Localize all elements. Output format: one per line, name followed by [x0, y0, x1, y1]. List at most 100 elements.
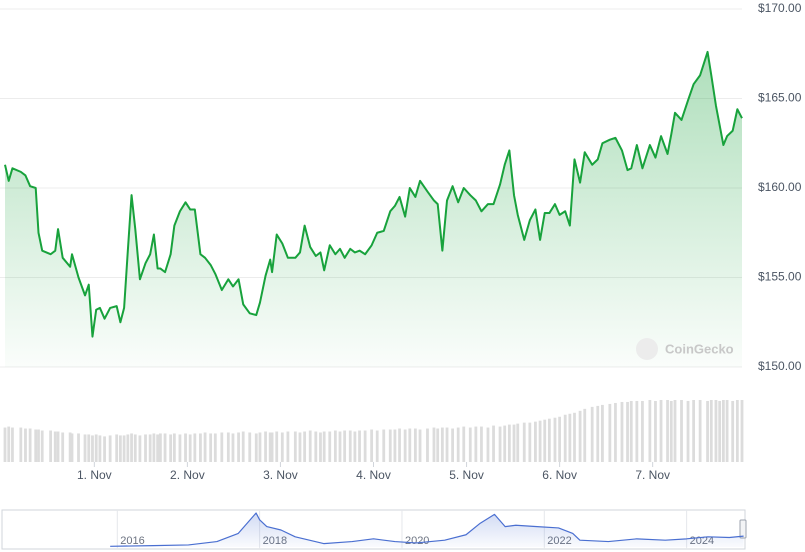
volume-bar [528, 422, 532, 462]
volume-bar [258, 432, 262, 462]
volume-bar [220, 432, 224, 462]
volume-bar [507, 424, 511, 462]
x-tick-label: 4. Nov [356, 468, 391, 482]
watermark-logo: CoinGecko [636, 338, 734, 360]
volume-bar [56, 431, 60, 462]
volume-bar [522, 422, 526, 462]
x-tick-label: 7. Nov [635, 468, 670, 482]
navigator-handle[interactable] [739, 519, 747, 539]
volume-bar [573, 412, 576, 462]
volume-bar [462, 426, 466, 462]
x-tick-label: 6. Nov [542, 468, 577, 482]
volume-bar [654, 400, 657, 462]
volume-bar [231, 433, 235, 462]
volume-bar [118, 435, 122, 462]
volume-bar [353, 431, 357, 462]
volume-bar [568, 413, 572, 462]
volume-bar [709, 400, 713, 462]
volume-bar [338, 431, 342, 462]
volume-bar [666, 400, 669, 462]
volume-bar [319, 432, 322, 462]
x-tick-label: 2016 [120, 535, 144, 547]
volume-bar [126, 434, 130, 462]
volume-bar [293, 431, 297, 462]
volume-bar [740, 400, 744, 462]
volume-bar [133, 434, 137, 462]
y-tick-label: $170.00 [758, 1, 802, 15]
y-tick-label: $160.00 [758, 180, 802, 194]
volume-bar [193, 433, 197, 462]
volume-bar [370, 429, 374, 462]
volume-bar [418, 429, 422, 462]
y-tick-label: $165.00 [758, 91, 802, 105]
volume-bar [148, 434, 152, 462]
volume-bar [11, 427, 14, 462]
volume-bar [413, 428, 417, 462]
volume-bar [363, 430, 367, 462]
volume-bar [34, 429, 38, 462]
volume-bar [49, 430, 52, 462]
x-tick-label: 3. Nov [263, 468, 298, 482]
volume-bar [213, 433, 217, 462]
volume-bar [512, 424, 516, 462]
volume-bar [203, 432, 207, 462]
volume-bar [547, 418, 551, 462]
volume-bar [163, 433, 167, 462]
volume-bar [188, 434, 192, 462]
volume-bar [558, 416, 562, 462]
volume-bar [61, 432, 65, 462]
volume-bar [673, 400, 677, 462]
volume-bar [648, 400, 652, 462]
volume-bar [130, 433, 133, 462]
volume-bar [706, 400, 709, 462]
volume-bar [298, 432, 302, 462]
volume-bar [322, 431, 326, 462]
area [5, 51, 742, 368]
price-line [110, 512, 744, 547]
volume-bar [680, 400, 683, 462]
volume-bar [538, 420, 542, 462]
volume-bar [601, 404, 604, 462]
volume-bar [629, 400, 633, 462]
volume-bar [440, 427, 444, 462]
volume-bar [590, 406, 594, 462]
volume-bar [735, 400, 739, 462]
volume-bar [237, 432, 240, 462]
volume-bar [669, 400, 673, 462]
volume-bar [178, 434, 182, 462]
volume-bar [436, 428, 440, 462]
volume-bar [37, 429, 40, 462]
volume-bar [578, 410, 582, 462]
volume-bar [53, 431, 57, 462]
volume-bar [626, 401, 629, 462]
volume-bar [686, 400, 690, 462]
volume-bar [348, 430, 352, 462]
volume-bar [393, 429, 397, 462]
volume-bar [480, 426, 483, 462]
volume-bar [138, 435, 142, 462]
volume-bar [456, 427, 460, 462]
y-tick-label: $150.00 [758, 359, 802, 373]
x-tick-label: 1. Nov [77, 468, 112, 482]
volume-bar [468, 427, 472, 462]
volume-bar [641, 400, 644, 462]
volume-bar [122, 435, 126, 462]
volume-bar [184, 433, 187, 462]
x-tick-label: 2. Nov [170, 468, 205, 482]
volume-bar [19, 427, 23, 462]
volume-bar [68, 432, 72, 462]
volume-bar [314, 431, 318, 462]
volume-bar [408, 428, 412, 462]
volume-bar [503, 425, 507, 462]
volume-bar [343, 430, 347, 462]
volume-bar [28, 428, 32, 462]
volume-bar [718, 400, 722, 462]
volume-bar [358, 430, 361, 462]
volume-bar [156, 434, 160, 462]
volume-bar [209, 433, 213, 462]
volume-bar [382, 429, 386, 462]
volume-bar [445, 427, 449, 462]
volume-bar [226, 432, 230, 462]
watermark: CoinGecko [665, 341, 734, 356]
volume-bar [635, 400, 639, 462]
